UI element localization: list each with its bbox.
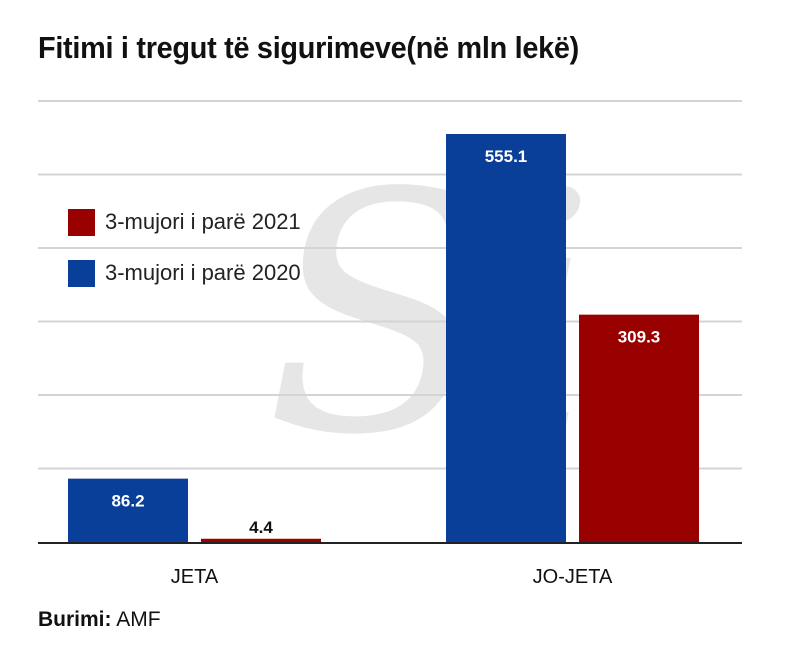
legend-item-2020: 3-mujori i parë 2020	[68, 259, 301, 287]
legend-swatch-2020	[68, 259, 95, 287]
data-label-jo-jeta-series-1: 309.3	[618, 328, 661, 347]
bar-jo-jeta-series-0	[446, 134, 566, 542]
bar-jeta-series-1	[201, 538, 321, 542]
legend-label-2021: 3-mujori i parë 2021	[105, 209, 301, 234]
x-tick-label-jeta: JETA	[171, 566, 219, 588]
bar-jo-jeta-series-1	[579, 314, 699, 542]
x-tick-label-jo-jeta: JO-JETA	[533, 566, 613, 588]
source-value: AMF	[116, 608, 161, 631]
bar-jeta-series-0	[68, 478, 188, 542]
source-label: Burimi:	[38, 608, 112, 631]
legend-label-2020: 3-mujori i parë 2020	[105, 260, 301, 285]
legend-item-2021: 3-mujori i parë 2021	[68, 208, 301, 236]
chart-title: Fitimi i tregut të sigurimeve(në mln lek…	[38, 30, 579, 65]
data-label-jeta-series-1: 4.4	[249, 518, 273, 537]
legend-swatch-2021	[68, 208, 95, 236]
data-label-jeta-series-0: 86.2	[111, 492, 144, 511]
source-note: Burimi: AMF	[38, 608, 161, 632]
data-label-jo-jeta-series-0: 555.1	[485, 147, 528, 166]
